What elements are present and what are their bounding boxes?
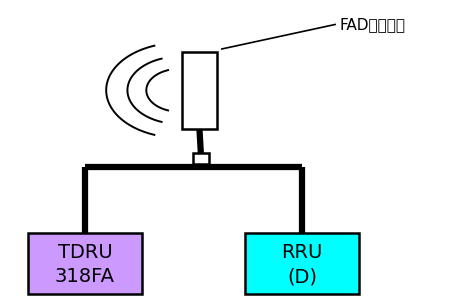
- Text: RRU: RRU: [281, 243, 323, 262]
- Text: (D): (D): [287, 267, 317, 286]
- Text: FAD宽频天线: FAD宽频天线: [340, 17, 406, 32]
- Bar: [28, 233, 142, 294]
- Text: 318FA: 318FA: [55, 267, 115, 286]
- Bar: [245, 233, 359, 294]
- Bar: [182, 52, 217, 129]
- Bar: [193, 153, 209, 164]
- Text: TDRU: TDRU: [58, 243, 112, 262]
